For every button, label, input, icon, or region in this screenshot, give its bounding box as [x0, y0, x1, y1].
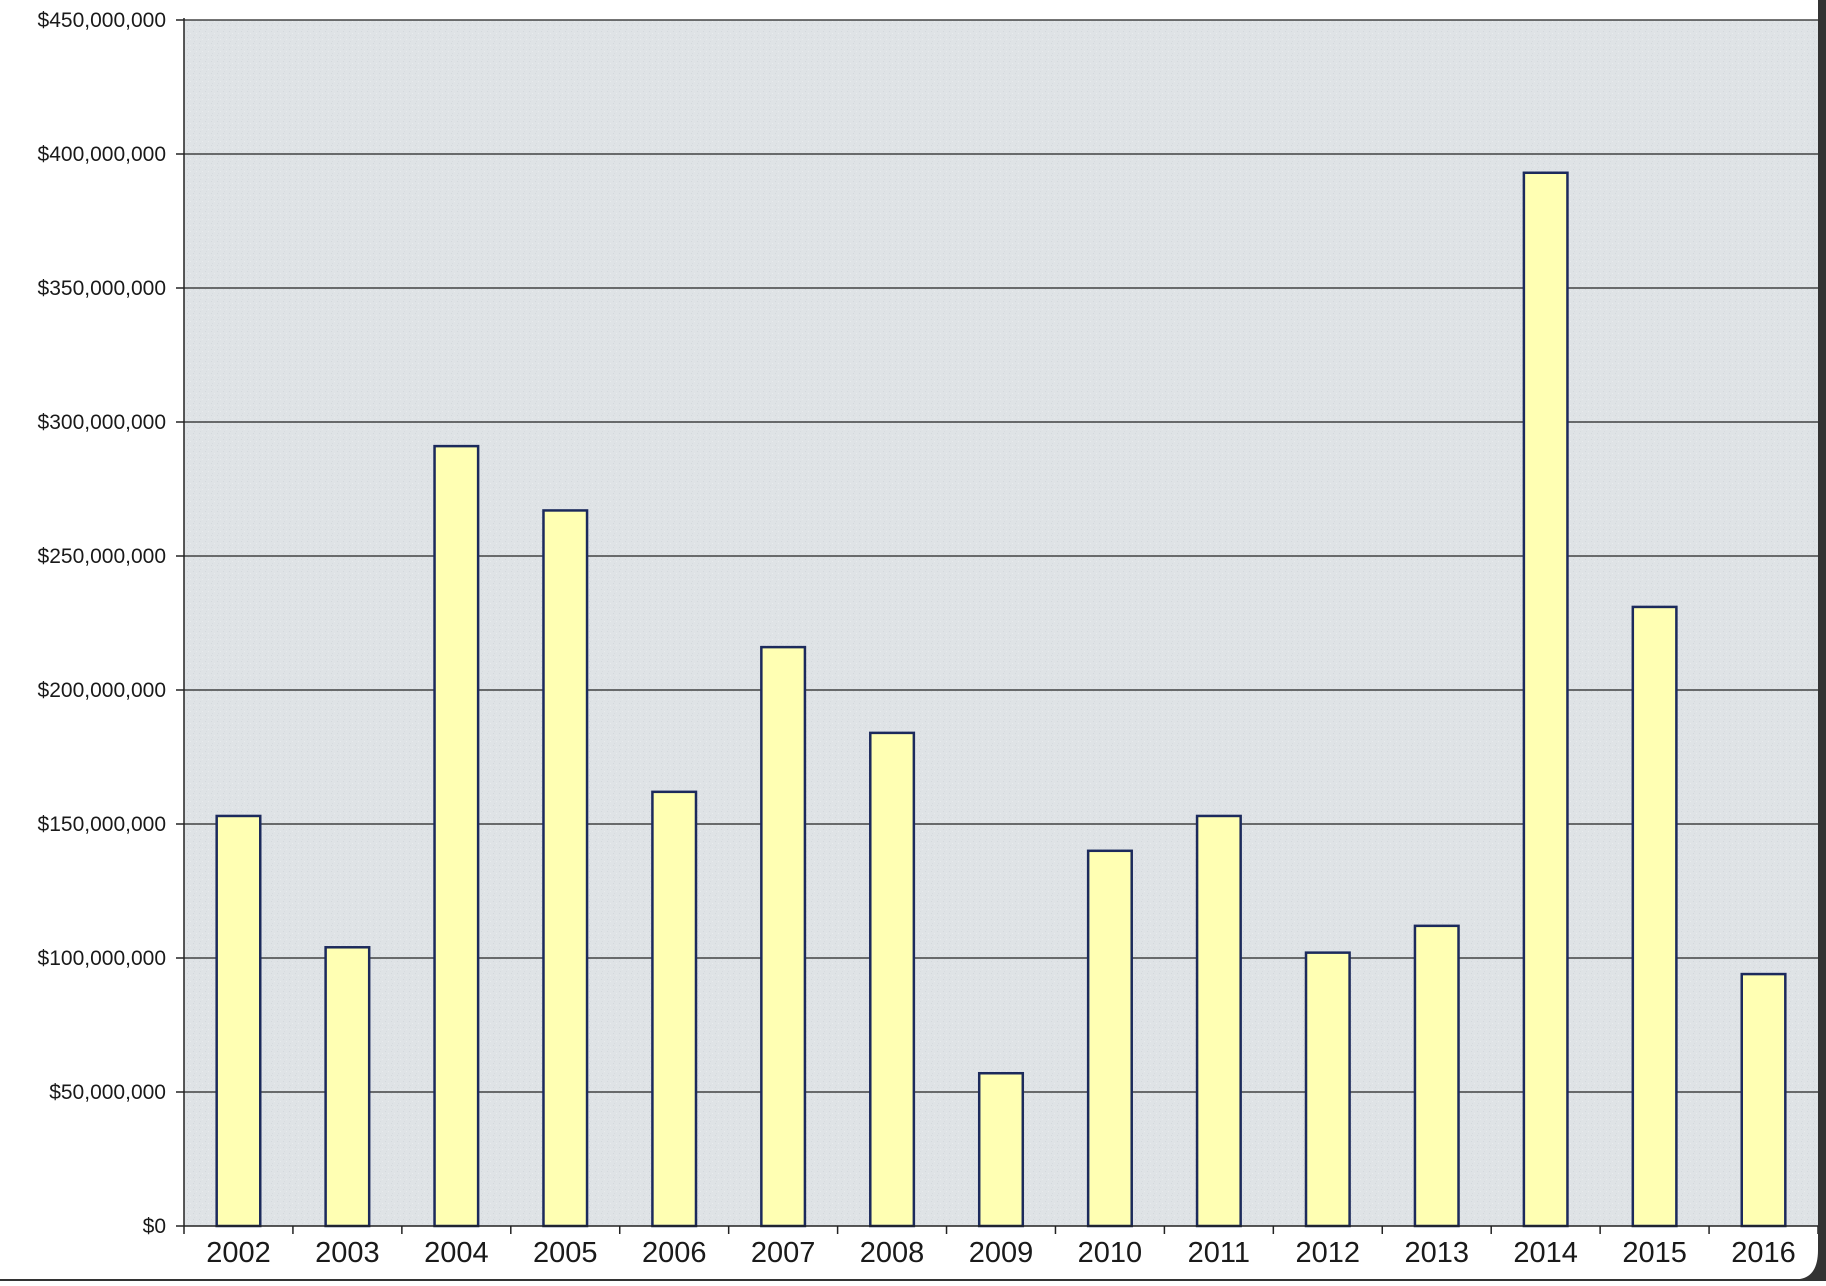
bar-2012: [1306, 953, 1350, 1226]
x-tick-label: 2004: [424, 1237, 489, 1269]
y-tick-labels: $0 $50,000,000 $100,000,000 $150,000,000 $20…: [38, 9, 166, 1238]
bar-2008: [870, 733, 914, 1226]
y-tick-label: $150,000,000: [38, 813, 166, 836]
bar-2002: [217, 816, 261, 1226]
bar-2014: [1524, 173, 1568, 1226]
bar-2007: [761, 647, 805, 1226]
y-tick-label: $100,000,000: [38, 947, 166, 970]
x-tick-label: 2016: [1731, 1237, 1796, 1269]
bar-2005: [543, 510, 587, 1226]
x-tick-label: 2013: [1404, 1237, 1469, 1269]
x-tick-label: 2005: [533, 1237, 598, 1269]
bar-2004: [435, 446, 479, 1226]
x-tick-label: 2014: [1513, 1237, 1578, 1269]
x-tick-label: 2011: [1188, 1237, 1250, 1269]
y-tick-label: $50,000,000: [49, 1081, 166, 1104]
y-tick-label: $300,000,000: [38, 411, 166, 434]
y-tick-label: $350,000,000: [38, 277, 166, 300]
bar-2011: [1197, 816, 1241, 1226]
x-tick-label: 2008: [860, 1237, 925, 1269]
x-tick-label: 2002: [206, 1237, 271, 1269]
bar-2010: [1088, 851, 1132, 1226]
plot-area: [184, 20, 1818, 1226]
bar-2015: [1633, 607, 1677, 1226]
x-tick-label: 2010: [1078, 1237, 1143, 1269]
x-tick-label: 2015: [1622, 1237, 1687, 1269]
x-tick-labels: 2002 2003 2004 2005 2006 2007 2008 2009 2010 2011…: [206, 1237, 1796, 1269]
bar-2006: [652, 792, 696, 1226]
y-tick-label: $0: [143, 1215, 166, 1238]
x-tick-label: 2003: [315, 1237, 380, 1269]
x-tick-label: 2007: [751, 1237, 816, 1269]
x-tick-label: 2009: [969, 1237, 1034, 1269]
bar-2016: [1742, 974, 1786, 1226]
y-tick-label: $400,000,000: [38, 143, 166, 166]
x-tick-label: 2006: [642, 1237, 707, 1269]
x-tick-label: 2012: [1296, 1237, 1361, 1269]
bar-2003: [326, 947, 370, 1226]
y-tick-label: $200,000,000: [38, 679, 166, 702]
y-tick-label: $450,000,000: [38, 9, 166, 32]
y-tick-label: $250,000,000: [38, 545, 166, 568]
bar-2009: [979, 1073, 1023, 1226]
bar-2013: [1415, 926, 1459, 1226]
